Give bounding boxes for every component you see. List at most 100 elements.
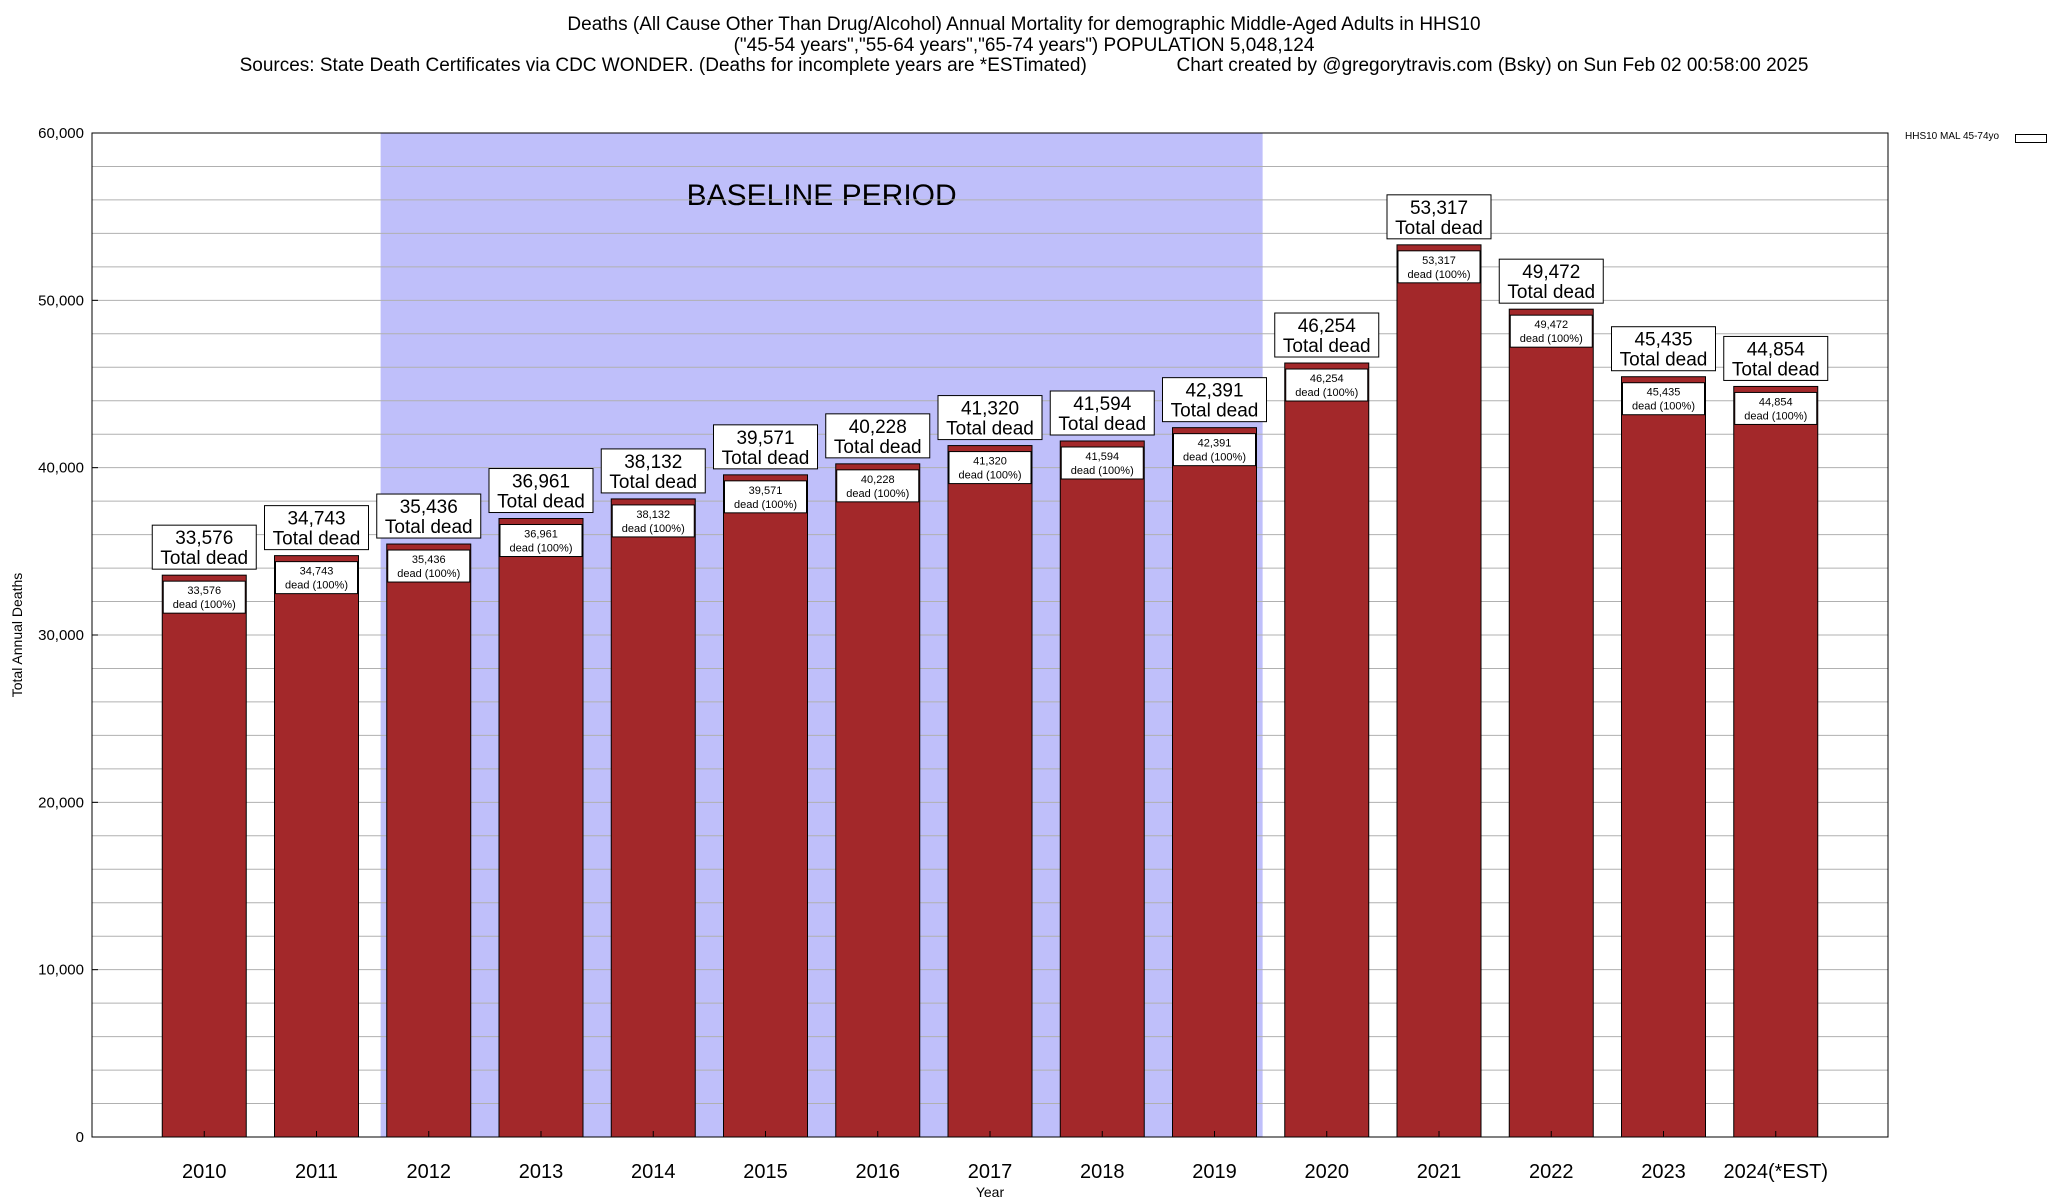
bar (1172, 427, 1257, 1138)
bar (1284, 362, 1370, 1138)
x-axis-label: Year (976, 1184, 1005, 1200)
chart-title-line-2: ("45-54 years","55-64 years","65-74 year… (733, 35, 1315, 56)
y-tick-label: 60,000 (38, 125, 84, 142)
y-tick-label: 50,000 (38, 292, 84, 309)
bar (1508, 308, 1594, 1138)
y-tick-label: 20,000 (38, 794, 84, 811)
top-total-label: Total dead (609, 472, 697, 493)
inner-value-label: 35,436 (412, 554, 446, 566)
top-value-label: 46,254 (1298, 316, 1357, 337)
x-tick-label: 2010 (182, 1161, 227, 1183)
x-tick-label: 2011 (295, 1161, 338, 1183)
x-tick-label: 2016 (856, 1161, 901, 1183)
bar (1396, 244, 1482, 1138)
bar (610, 498, 696, 1138)
bar (723, 474, 808, 1138)
top-value-label: 53,317 (1410, 198, 1468, 219)
top-label-box (1611, 326, 1716, 372)
inner-value-label: 53,317 (1422, 255, 1456, 267)
inner-label-box (1285, 368, 1369, 402)
top-value-label: 38,132 (624, 452, 682, 473)
top-total-label: Total dead (946, 419, 1034, 440)
inner-label-box (275, 561, 358, 595)
x-tick-label: 2022 (1529, 1161, 1574, 1183)
bar (835, 463, 921, 1138)
top-total-label: Total dead (834, 437, 922, 458)
inner-percent-label: dead (100%) (1520, 333, 1583, 345)
bar (947, 445, 1033, 1138)
top-value-label: 33,576 (175, 528, 233, 549)
top-total-label: Total dead (722, 448, 810, 469)
inner-value-label: 45,435 (1647, 387, 1681, 399)
top-value-label: 49,472 (1522, 262, 1580, 283)
y-axis-label: Total Annual Deaths (9, 573, 25, 698)
inner-percent-label: dead (100%) (1071, 465, 1134, 477)
top-label-box (1049, 390, 1155, 436)
inner-label-box (724, 480, 807, 514)
inner-value-label: 44,854 (1759, 396, 1793, 408)
top-total-label: Total dead (1171, 401, 1259, 422)
x-tick-label: 2014 (631, 1161, 676, 1183)
inner-percent-label: dead (100%) (846, 488, 909, 500)
x-tick-label: 2012 (407, 1161, 452, 1183)
top-label-box (600, 448, 706, 494)
top-label-box (825, 413, 931, 459)
top-total-label: Total dead (385, 517, 473, 538)
top-label-box (1723, 335, 1829, 381)
inner-value-label: 39,571 (749, 485, 783, 497)
inner-value-label: 33,576 (187, 585, 221, 597)
inner-label-box (1060, 446, 1144, 480)
x-tick-label: 2020 (1305, 1161, 1350, 1183)
y-tick-label: 10,000 (38, 962, 84, 979)
x-tick-label: 2013 (519, 1161, 564, 1183)
bar (1059, 440, 1145, 1138)
top-label-box (488, 468, 594, 514)
top-value-label: 35,436 (400, 497, 458, 518)
bar (161, 574, 247, 1138)
x-tick-label: 2024(*EST) (1724, 1161, 1829, 1183)
top-label-box (1386, 194, 1492, 240)
chart-title-line-1: Deaths (All Cause Other Than Drug/Alcoho… (567, 14, 1481, 35)
inner-label-box (1173, 433, 1256, 467)
top-label-box (713, 424, 818, 470)
top-value-label: 36,961 (512, 472, 570, 493)
inner-percent-label: dead (100%) (734, 499, 797, 511)
top-total-label: Total dead (1283, 336, 1371, 357)
inner-label-box (1509, 314, 1593, 348)
y-tick-label: 40,000 (38, 460, 84, 477)
inner-label-box (836, 469, 920, 503)
inner-label-box (1734, 391, 1818, 425)
inner-percent-label: dead (100%) (285, 580, 348, 592)
y-tick-label: 0 (76, 1129, 84, 1146)
inner-value-label: 36,961 (524, 529, 558, 541)
legend-series-label: HHS10 MAL 45-74yo (1905, 131, 2000, 142)
bar (386, 543, 472, 1138)
inner-value-label: 41,320 (973, 456, 1007, 468)
x-tick-label: 2017 (968, 1161, 1013, 1183)
bar (274, 555, 359, 1138)
inner-label-box (611, 504, 695, 538)
inner-value-label: 42,391 (1198, 438, 1232, 450)
chart-title-line-3: Sources: State Death Certificates via CD… (239, 55, 1809, 76)
top-label-box (937, 395, 1043, 441)
inner-value-label: 46,254 (1310, 373, 1344, 385)
top-total-label: Total dead (1058, 414, 1146, 435)
top-total-label: Total dead (273, 529, 361, 550)
inner-label-box (1622, 382, 1705, 416)
top-value-label: 45,435 (1634, 330, 1692, 351)
top-label-box (376, 493, 482, 539)
top-value-label: 44,854 (1747, 339, 1806, 360)
inner-value-label: 40,228 (861, 474, 895, 486)
x-tick-label: 2021 (1417, 1161, 1462, 1183)
inner-value-label: 49,472 (1534, 319, 1568, 331)
inner-label-box (387, 549, 471, 583)
inner-value-label: 38,132 (636, 509, 670, 521)
top-total-label: Total dead (1507, 282, 1595, 303)
inner-value-label: 41,594 (1085, 451, 1119, 463)
top-total-label: Total dead (1395, 218, 1483, 239)
top-value-label: 39,571 (736, 428, 794, 449)
inner-percent-label: dead (100%) (959, 470, 1022, 482)
x-tick-label: 2015 (743, 1161, 788, 1183)
x-tick-label: 2019 (1192, 1161, 1237, 1183)
